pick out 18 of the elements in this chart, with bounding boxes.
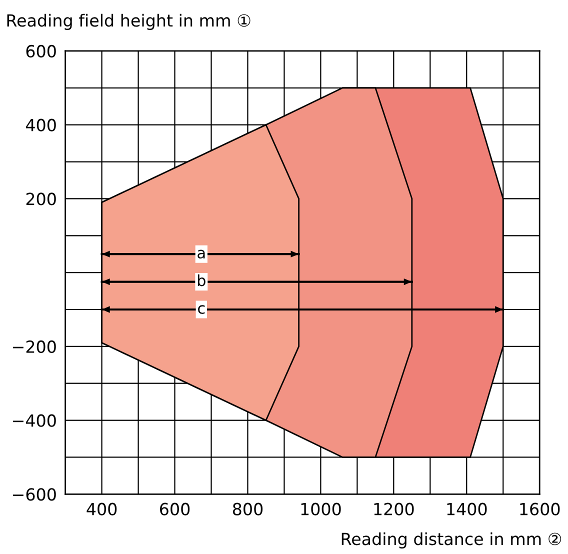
series-label: a xyxy=(198,250,205,259)
y-tick-label: 200 xyxy=(26,192,56,206)
x-tick-label: 600 xyxy=(160,502,190,516)
x-tick-label: 1400 xyxy=(447,502,487,516)
x-tick-label: 800 xyxy=(232,502,263,516)
series-label: c xyxy=(198,305,205,314)
y-axis-title: Reading field height in mm ① xyxy=(7,14,250,30)
x-axis-title: Reading distance in mm ② xyxy=(342,532,562,548)
y-tick-label: −600 xyxy=(12,488,56,501)
y-tick-label: 400 xyxy=(26,118,56,132)
y-tick-label: −200 xyxy=(12,340,56,354)
x-tick-label: 1000 xyxy=(301,502,341,516)
x-tick-label: 1200 xyxy=(374,502,414,516)
x-tick-label: 400 xyxy=(86,502,117,516)
series-label: b xyxy=(198,274,206,286)
y-tick-label: 600 xyxy=(26,44,56,58)
x-tick-label: 1600 xyxy=(520,502,560,516)
y-tick-label: −400 xyxy=(12,414,56,427)
